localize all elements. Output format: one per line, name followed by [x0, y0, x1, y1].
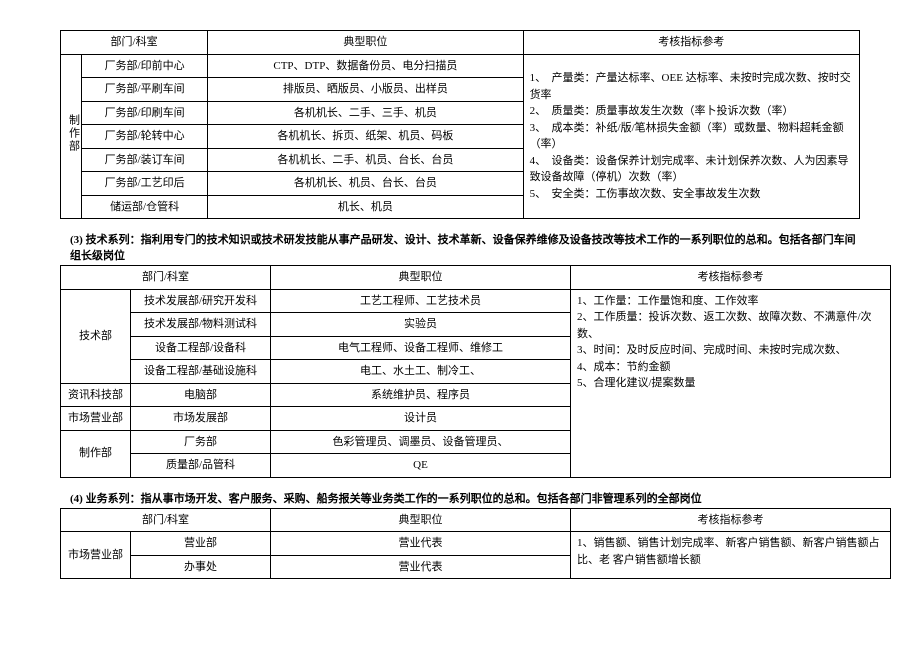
- position-cell: 各机机长、二手、三手、机员: [208, 101, 523, 125]
- group-label: 制作部: [61, 54, 82, 219]
- kpi-cell: 1、 产量类：产量达标率、OEE 达标率、未按时完成次数、按时交货率 2、 质量…: [523, 54, 859, 219]
- position-cell: CTP、DTP、数据备份员、电分扫描员: [208, 54, 523, 78]
- position-cell: 系统维护员、程序员: [271, 383, 571, 407]
- sub-dept: 电脑部: [131, 383, 271, 407]
- header-kpi: 考核指标参考: [571, 266, 891, 290]
- group-label: 市场营业部: [61, 532, 131, 579]
- position-cell: 工艺工程师、工艺技术员: [271, 289, 571, 313]
- table-section2: 部门/科室 典型职位 考核指标参考 制作部 厂务部/印前中心 CTP、DTP、数…: [60, 30, 860, 219]
- sub-dept: 储运部/仓管科: [82, 195, 208, 219]
- position-cell: 设计员: [271, 407, 571, 431]
- table-row: 市场营业部 营业部 营业代表 1、销售额、销售计划完成率、新客户销售额、新客户销…: [61, 532, 891, 556]
- table-section4: 部门/科室 典型职位 考核指标参考 市场营业部 营业部 营业代表 1、销售额、销…: [60, 508, 891, 580]
- group-label: 制作部: [61, 430, 131, 477]
- position-cell: QE: [271, 454, 571, 478]
- position-cell: 电工、水土工、制冷工、: [271, 360, 571, 384]
- header-dept: 部门/科室: [61, 266, 271, 290]
- kpi-cell: 1、销售额、销售计划完成率、新客户销售额、新客户销售额占比、老 客户销售额增长额: [571, 532, 891, 579]
- sub-dept: 厂务部/工艺印后: [82, 172, 208, 196]
- group-label: 资讯科技部: [61, 383, 131, 407]
- table-header-row: 部门/科室 典型职位 考核指标参考: [61, 266, 891, 290]
- sub-dept: 办事处: [131, 555, 271, 579]
- position-cell: 排版员、晒版员、小版员、出样员: [208, 78, 523, 102]
- position-cell: 机长、机员: [208, 195, 523, 219]
- sub-dept: 厂务部/印前中心: [82, 54, 208, 78]
- table-header-row: 部门/科室 典型职位 考核指标参考: [61, 31, 860, 55]
- position-cell: 实验员: [271, 313, 571, 337]
- position-cell: 营业代表: [271, 555, 571, 579]
- sub-dept: 厂务部/轮转中心: [82, 125, 208, 149]
- sub-dept: 设备工程部/设备科: [131, 336, 271, 360]
- table-row: 制作部 厂务部/印前中心 CTP、DTP、数据备份员、电分扫描员 1、 产量类：…: [61, 54, 860, 78]
- sub-dept: 技术发展部/研究开发科: [131, 289, 271, 313]
- kpi-cell: 1、工作量：工作量饱和度、工作效率 2、工作质量：投诉次数、返工次数、故障次数、…: [571, 289, 891, 477]
- table-row: 技术部 技术发展部/研究开发科 工艺工程师、工艺技术员 1、工作量：工作量饱和度…: [61, 289, 891, 313]
- header-position: 典型职位: [271, 266, 571, 290]
- group-label: 市场营业部: [61, 407, 131, 431]
- section4-caption: (4) 业务系列：指从事市场开发、客户服务、采购、船务报关等业务类工作的一系列职…: [70, 490, 860, 506]
- sub-dept: 质量部/品管科: [131, 454, 271, 478]
- position-cell: 营业代表: [271, 532, 571, 556]
- position-cell: 各机机长、拆页、纸架、机员、码板: [208, 125, 523, 149]
- sub-dept: 厂务部: [131, 430, 271, 454]
- header-dept: 部门/科室: [61, 508, 271, 532]
- header-position: 典型职位: [271, 508, 571, 532]
- sub-dept: 设备工程部/基础设施科: [131, 360, 271, 384]
- position-cell: 电气工程师、设备工程师、维修工: [271, 336, 571, 360]
- sub-dept: 营业部: [131, 532, 271, 556]
- position-cell: 各机机长、机员、台长、台员: [208, 172, 523, 196]
- header-kpi: 考核指标参考: [571, 508, 891, 532]
- position-cell: 各机机长、二手、机员、台长、台员: [208, 148, 523, 172]
- header-kpi: 考核指标参考: [523, 31, 859, 55]
- header-position: 典型职位: [208, 31, 523, 55]
- sub-dept: 技术发展部/物料测试科: [131, 313, 271, 337]
- sub-dept: 市场发展部: [131, 407, 271, 431]
- section3-caption: (3) 技术系列：指利用专门的技术知识或技术研发技能从事产品研发、设计、技术革新…: [70, 231, 860, 263]
- header-dept: 部门/科室: [61, 31, 208, 55]
- table-header-row: 部门/科室 典型职位 考核指标参考: [61, 508, 891, 532]
- sub-dept: 厂务部/平刷车间: [82, 78, 208, 102]
- table-section3: 部门/科室 典型职位 考核指标参考 技术部 技术发展部/研究开发科 工艺工程师、…: [60, 265, 891, 478]
- sub-dept: 厂务部/印刷车间: [82, 101, 208, 125]
- position-cell: 色彩管理员、调墨员、设备管理员、: [271, 430, 571, 454]
- group-label: 技术部: [61, 289, 131, 383]
- sub-dept: 厂务部/装订车间: [82, 148, 208, 172]
